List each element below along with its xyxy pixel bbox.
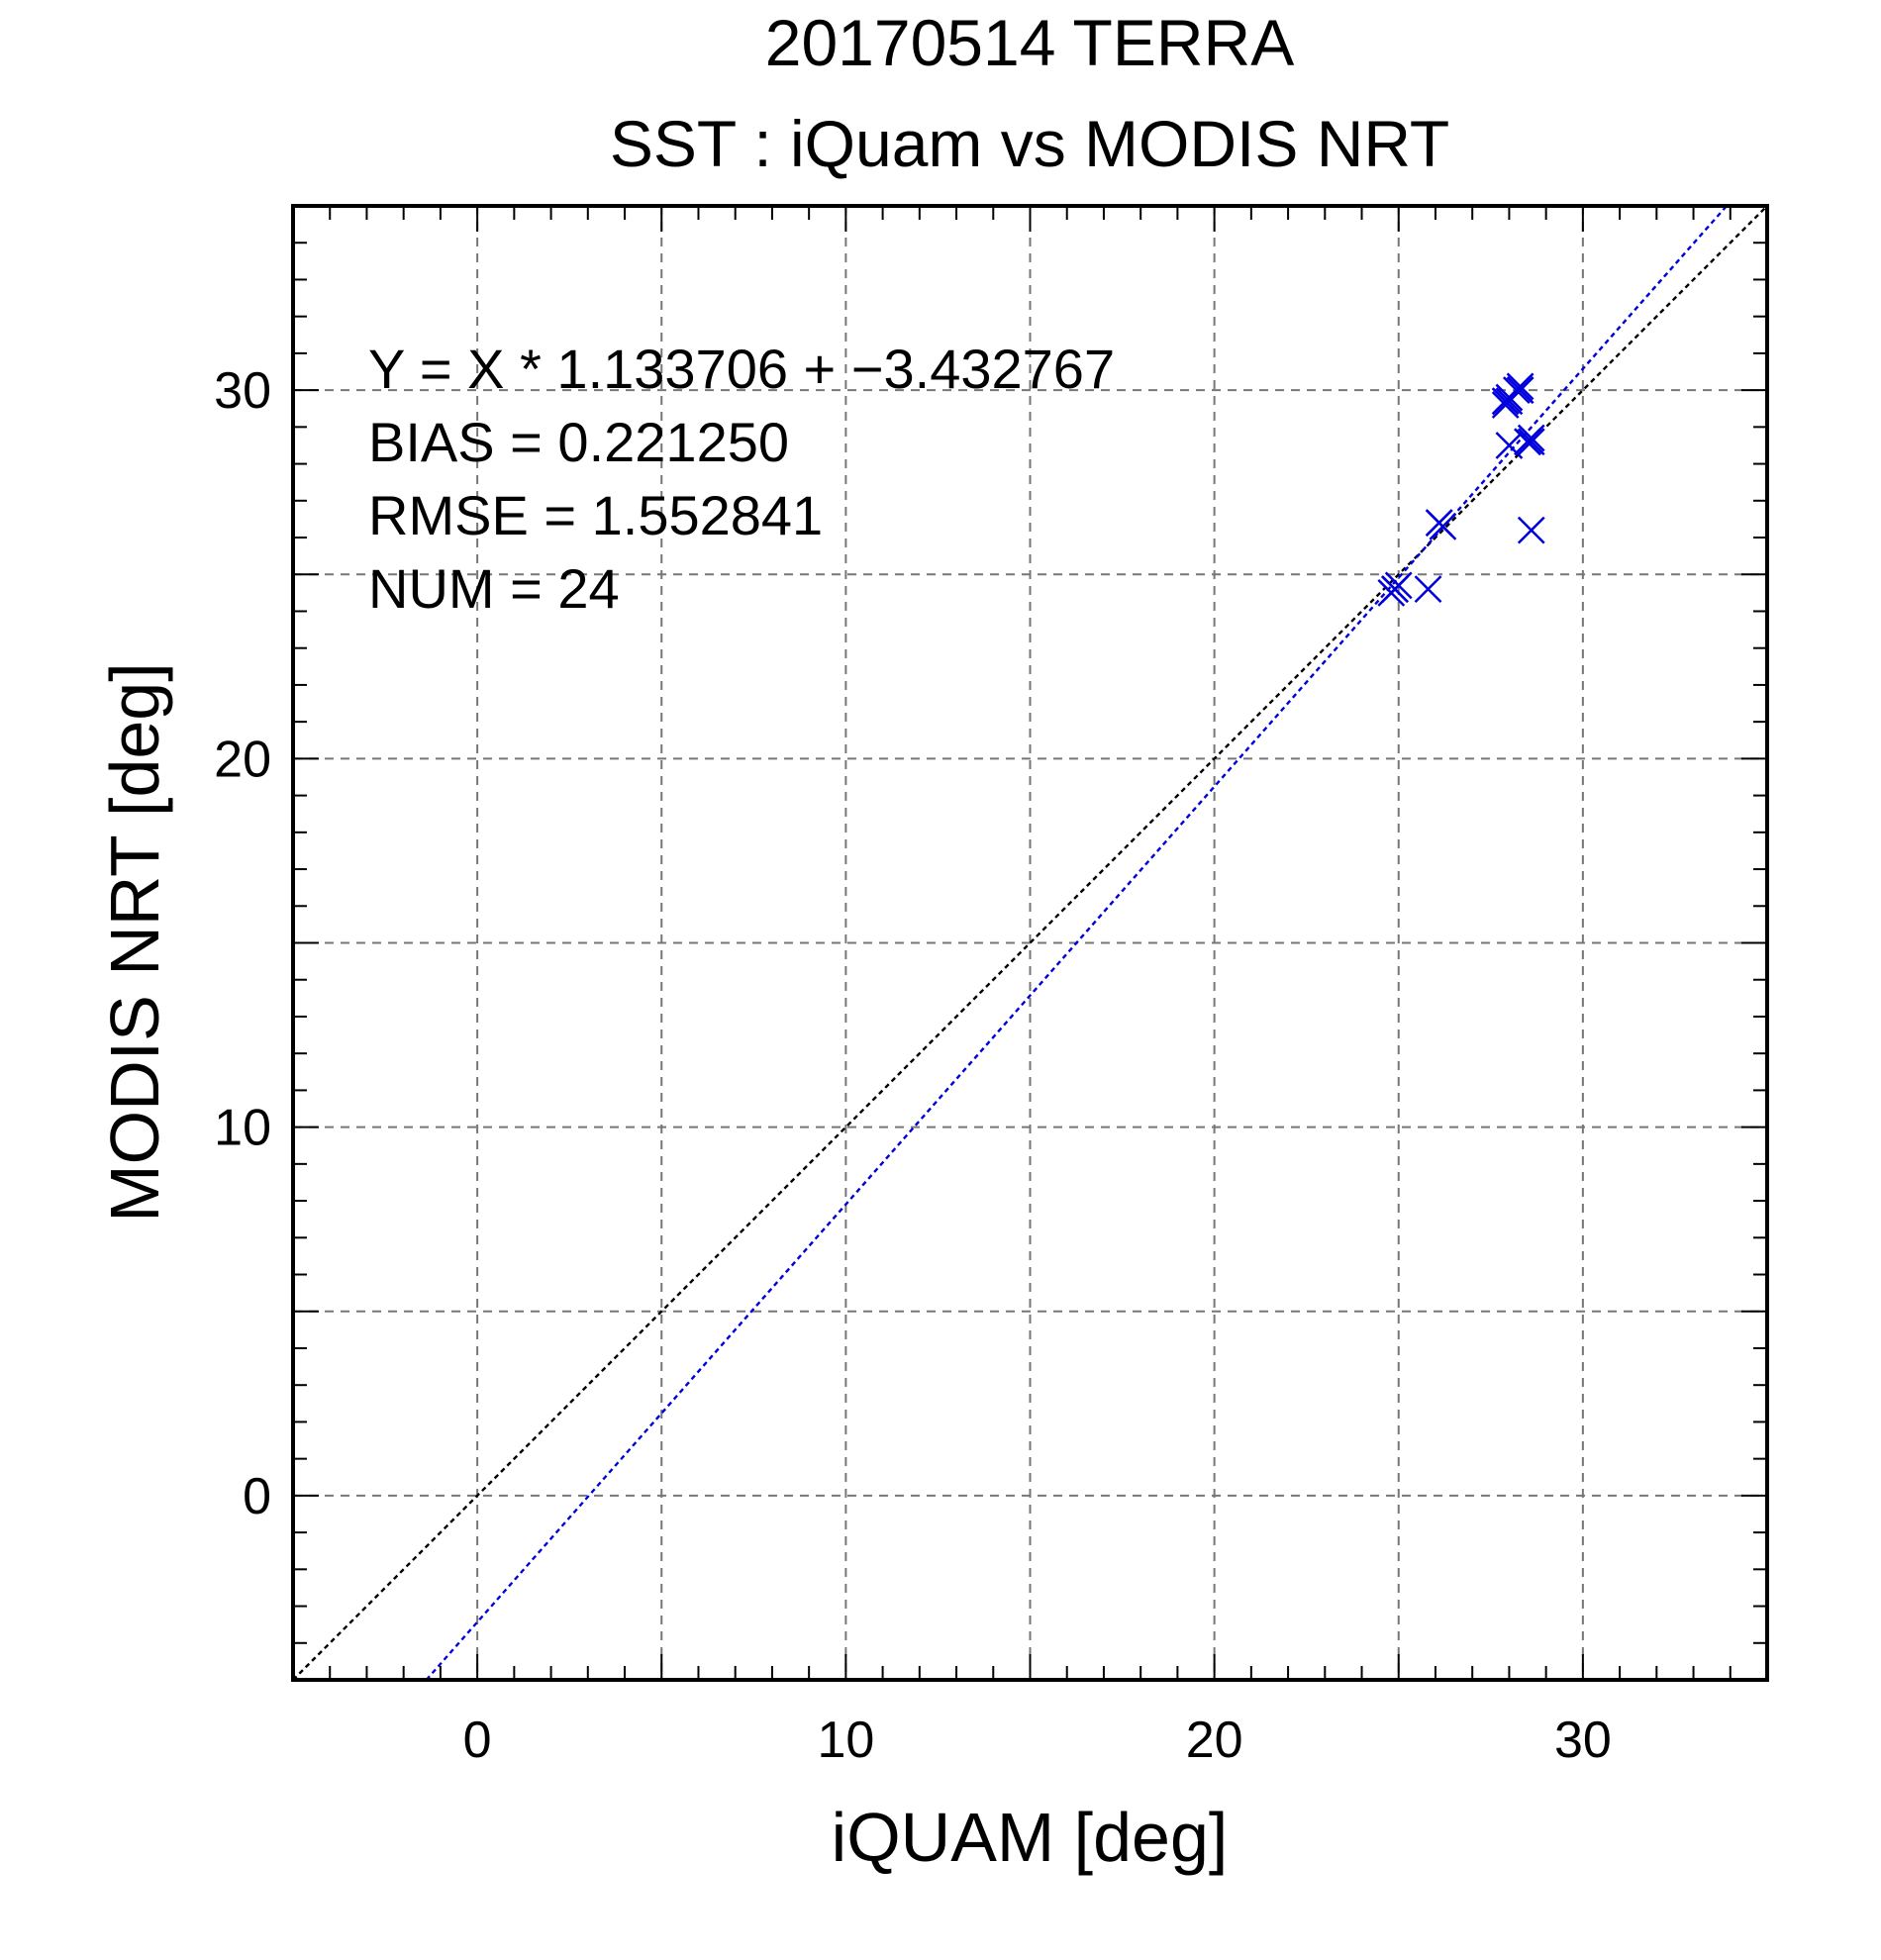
- y-tick-label: 10: [214, 1100, 271, 1157]
- y-tick-label: 20: [214, 731, 271, 788]
- x-tick-label: 20: [1186, 1712, 1243, 1769]
- plot-frame: [291, 204, 1769, 1682]
- data-points: [1377, 372, 1545, 607]
- data-point: [1517, 428, 1545, 456]
- num-stat: NUM = 24: [368, 557, 620, 620]
- x-axis-label: iQUAM [deg]: [832, 1799, 1229, 1876]
- regression-equation: Y = X * 1.133706 + −3.432767: [368, 338, 1115, 400]
- tick-labels: 0 10 20 30 0 10 20 30: [214, 362, 1612, 1769]
- data-point: [1414, 575, 1442, 604]
- data-point: [1495, 432, 1524, 459]
- rmse-stat: RMSE = 1.552841: [368, 484, 823, 546]
- data-point: [1514, 428, 1541, 456]
- x-tick-label: 10: [817, 1712, 874, 1769]
- chart-subtitle: SST : iQuam vs MODIS NRT: [610, 107, 1449, 180]
- bias-stat: BIAS = 0.221250: [368, 411, 789, 473]
- data-point: [1517, 516, 1545, 544]
- data-point: [1384, 571, 1413, 600]
- regression-line: [425, 205, 1728, 1681]
- chart-title: 20170514 TERRA: [765, 6, 1294, 79]
- stats-block: Y = X * 1.133706 + −3.432767 BIAS = 0.22…: [368, 338, 1115, 620]
- x-tick-label: 0: [463, 1712, 492, 1769]
- y-tick-label: 30: [214, 362, 271, 420]
- data-point: [1506, 376, 1534, 405]
- x-tick-label: 30: [1554, 1712, 1612, 1769]
- reference-lines: [292, 205, 1768, 1681]
- data-point: [1502, 376, 1531, 405]
- y-axis-label: MODIS NRT [deg]: [96, 662, 173, 1222]
- data-point: [1425, 509, 1453, 538]
- y-tick-label: 0: [243, 1468, 271, 1525]
